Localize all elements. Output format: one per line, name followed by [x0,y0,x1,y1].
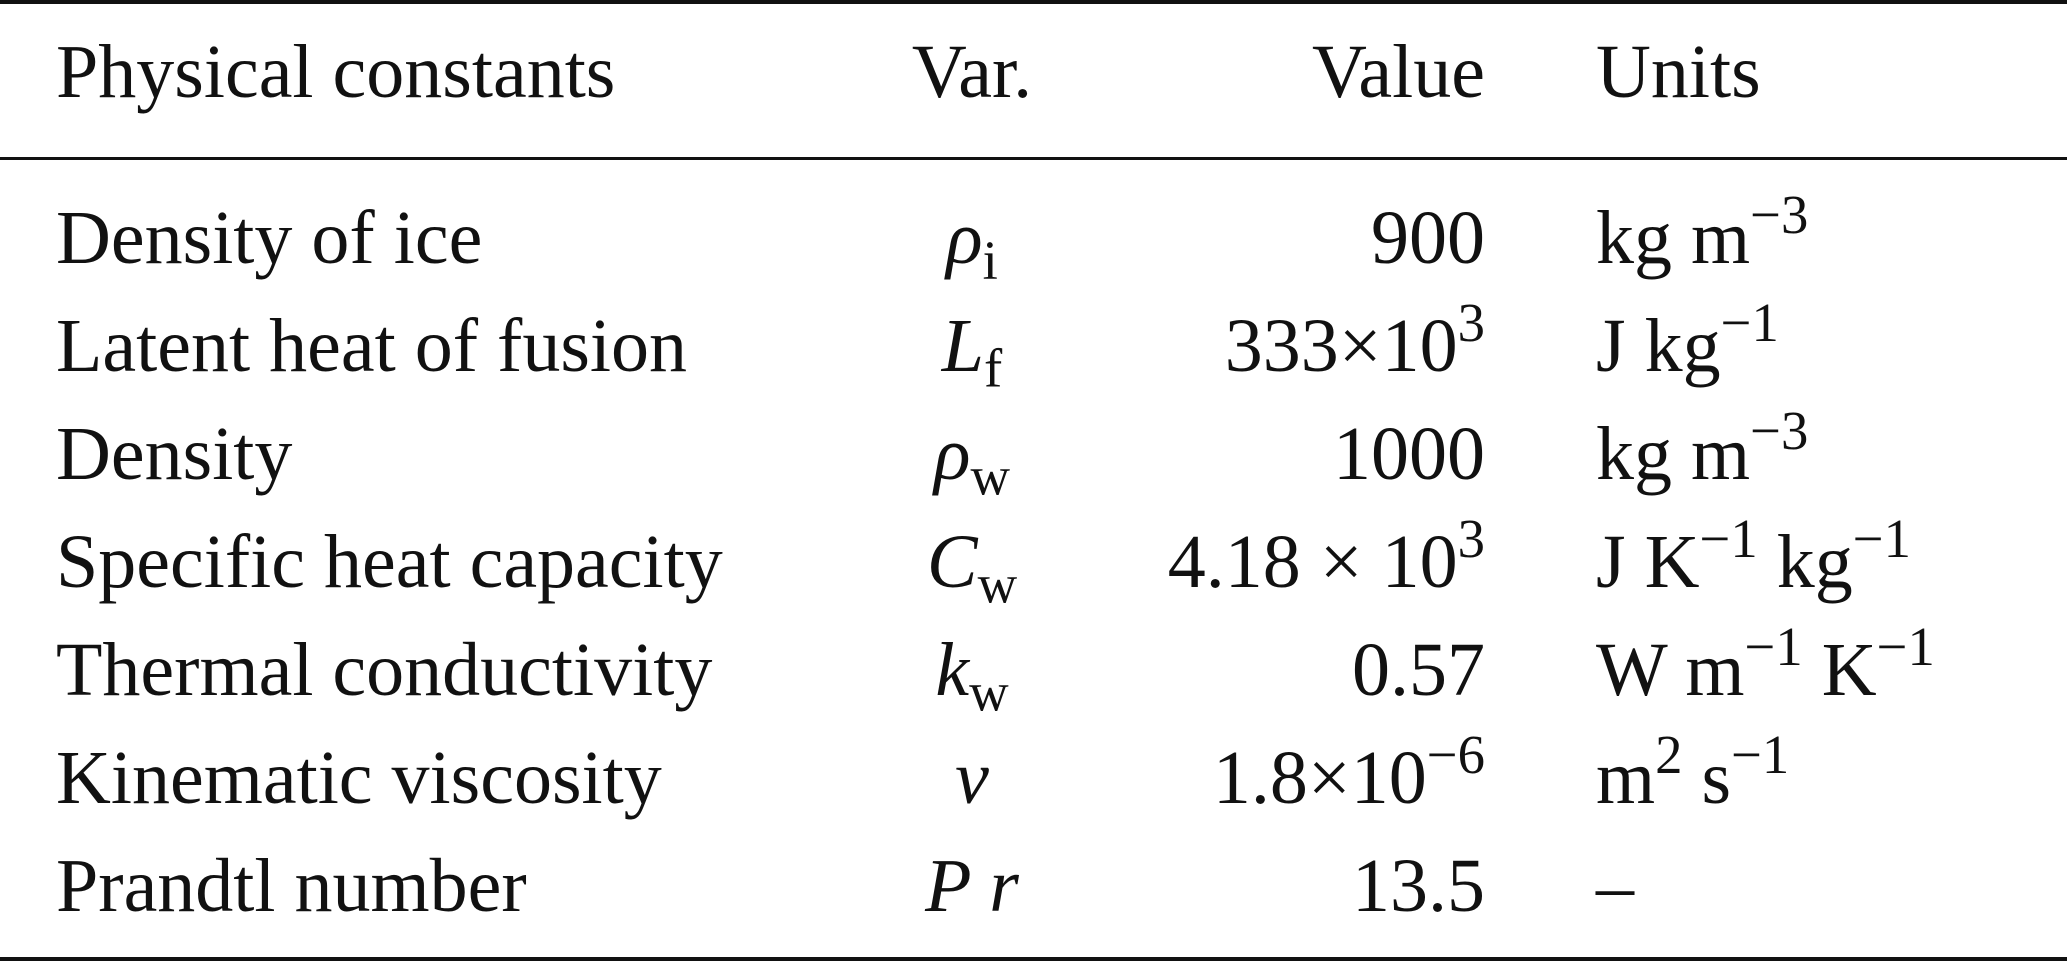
header-name: Physical constants [56,30,616,114]
value-mantissa: 1000 [1333,412,1485,496]
variable-subscript: w [970,445,1010,507]
unit-base: kg [1757,520,1853,604]
row-units: – [1596,848,1634,924]
unit-base: K [1802,628,1877,712]
row-value: 1000 [1333,416,1485,492]
row-value: 333×103 [1225,295,1485,384]
unit-exponent: 2 [1655,723,1683,785]
row-variable: ν [852,740,1092,816]
variable-symbol: Cw [926,520,1018,615]
variable-symbol: ρw [933,412,1010,507]
row-variable: P r [852,848,1092,924]
variable-symbol: P r [925,844,1019,928]
row-value: 900 [1371,200,1485,276]
variable-symbol: kw [935,628,1009,723]
unit-exponent: −1 [1876,615,1935,677]
row-value: 13.5 [1352,848,1485,924]
unit-base: J K [1596,520,1700,604]
row-name: Density of ice [56,196,483,280]
row-units: m2 s−1 [1596,727,1789,816]
top-rule [0,0,2067,4]
bottom-rule [0,957,2067,961]
row-units: kg m−3 [1596,187,1808,276]
value-mantissa: 0.57 [1352,628,1485,712]
variable-subscript: i [982,229,998,291]
unit-base: J kg [1596,304,1721,388]
row-name: Specific heat capacity [56,520,723,604]
variable-symbol: ν [955,736,989,820]
header-value: Value [1311,30,1485,114]
row-name: Latent heat of fusion [56,304,688,388]
row-name: Prandtl number [56,844,527,928]
row-variable: kw [852,632,1092,719]
unit-base: W m [1596,628,1745,712]
unit-exponent: −1 [1720,291,1779,353]
unit-exponent: −3 [1750,399,1809,461]
row-variable: ρw [852,416,1092,503]
row-value: 1.8×10−6 [1213,727,1485,816]
variable-symbol: ρi [946,196,998,291]
row-name: Thermal conductivity [56,628,713,712]
row-units: J K−1 kg−1 [1596,511,1911,600]
header-rule [0,157,2067,160]
variable-subscript: f [984,337,1003,399]
unit-exponent: −1 [1744,615,1803,677]
unit-base: – [1596,844,1634,928]
unit-base: s [1682,736,1732,820]
row-variable: ρi [852,200,1092,287]
row-variable: Lf [852,308,1092,395]
row-units: W m−1 K−1 [1596,619,1935,708]
value-mantissa: 1.8×10 [1212,736,1427,820]
row-name: Density [56,412,293,496]
row-name: Kinematic viscosity [56,736,662,820]
value-mantissa: 13.5 [1352,844,1485,928]
value-mantissa: 333×10 [1224,304,1458,388]
row-variable: Cw [852,524,1092,611]
row-value: 4.18 × 103 [1168,511,1485,600]
unit-exponent: −3 [1750,183,1809,245]
unit-base: kg m [1596,412,1751,496]
value-mantissa: 4.18 × 10 [1167,520,1458,604]
unit-exponent: −1 [1852,507,1911,569]
unit-exponent: −1 [1731,723,1790,785]
row-value: 0.57 [1352,632,1485,708]
unit-exponent: −1 [1699,507,1758,569]
variable-subscript: w [977,553,1018,615]
unit-base: m [1596,736,1656,820]
variable-subscript: w [969,661,1009,723]
value-exponent: 3 [1457,507,1485,569]
header-units: Units [1596,30,1761,114]
variable-symbol: Lf [941,304,1003,399]
value-mantissa: 900 [1371,196,1485,280]
unit-base: kg m [1596,196,1751,280]
value-exponent: 3 [1457,291,1485,353]
header-var: Var. [911,30,1033,114]
row-units: J kg−1 [1596,295,1779,384]
value-exponent: −6 [1426,723,1485,785]
row-units: kg m−3 [1596,403,1808,492]
